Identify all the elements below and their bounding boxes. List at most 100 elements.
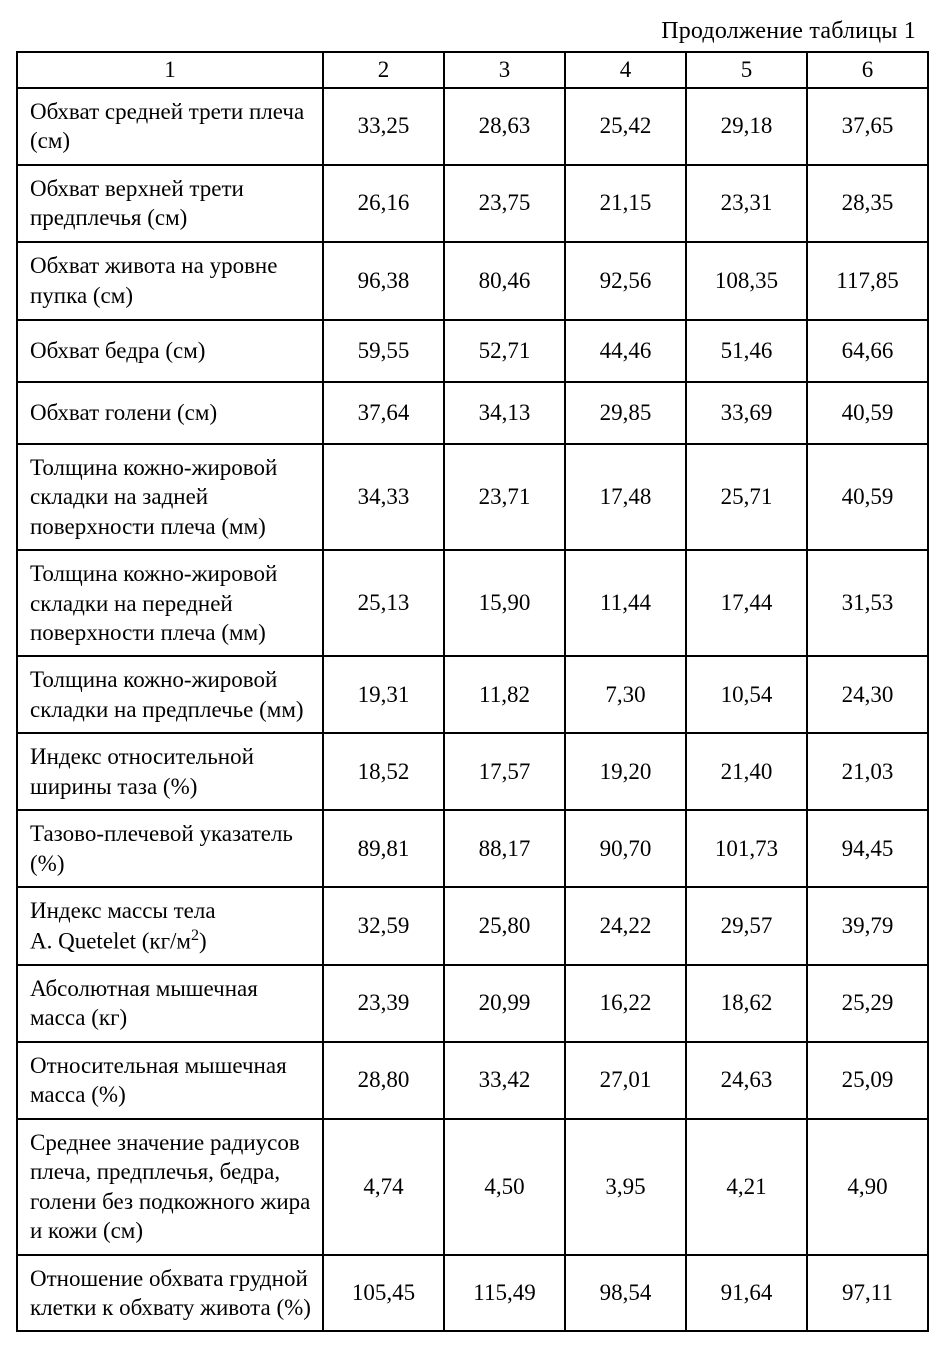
col-header: 6 (807, 52, 928, 88)
col-header: 5 (686, 52, 807, 88)
cell-value: 52,71 (444, 320, 565, 382)
cell-value: 28,80 (323, 1042, 444, 1119)
row-label: Толщина кожно-жировой складки на предпле… (17, 656, 323, 733)
cell-value: 88,17 (444, 810, 565, 887)
cell-value: 20,99 (444, 965, 565, 1042)
cell-value: 89,81 (323, 810, 444, 887)
cell-value: 21,40 (686, 733, 807, 810)
table-row: Обхват живота на уровне пупка (см)96,388… (17, 242, 928, 320)
table-row: Обхват верхней трети предплечья (см)26,1… (17, 165, 928, 242)
table-row: Относительная мышечная масса (%)28,8033,… (17, 1042, 928, 1119)
table-row: Толщина кожно-жировой складки на задней … (17, 444, 928, 550)
cell-value: 92,56 (565, 242, 686, 320)
table-row: Отношение обхвата грудной клетки к обхва… (17, 1255, 928, 1332)
cell-value: 10,54 (686, 656, 807, 733)
col-header: 3 (444, 52, 565, 88)
cell-value: 4,21 (686, 1119, 807, 1255)
cell-value: 96,38 (323, 242, 444, 320)
row-label: Обхват средней трети плеча (см) (17, 88, 323, 165)
cell-value: 90,70 (565, 810, 686, 887)
table-row: Толщина кожно-жировой складки на предпле… (17, 656, 928, 733)
anthropometry-table: 1 2 3 4 5 6 Обхват средней трети плеча (… (16, 51, 929, 1332)
row-label: Относительная мышечная масса (%) (17, 1042, 323, 1119)
table-row: Обхват средней трети плеча (см)33,2528,6… (17, 88, 928, 165)
table-row: Обхват голени (см)37,6434,1329,8533,6940… (17, 382, 928, 444)
row-label: Отношение обхвата грудной клетки к обхва… (17, 1255, 323, 1332)
cell-value: 25,13 (323, 550, 444, 656)
cell-value: 27,01 (565, 1042, 686, 1119)
cell-value: 7,30 (565, 656, 686, 733)
cell-value: 80,46 (444, 242, 565, 320)
cell-value: 33,42 (444, 1042, 565, 1119)
table-caption: Продолжение таблицы 1 (16, 18, 916, 45)
cell-value: 37,65 (807, 88, 928, 165)
cell-value: 19,31 (323, 656, 444, 733)
table-row: Толщина кожно-жировой складки на передне… (17, 550, 928, 656)
cell-value: 29,18 (686, 88, 807, 165)
cell-value: 25,71 (686, 444, 807, 550)
row-label: Толщина кожно-жировой складки на передне… (17, 550, 323, 656)
cell-value: 24,30 (807, 656, 928, 733)
cell-value: 34,33 (323, 444, 444, 550)
table-header-row: 1 2 3 4 5 6 (17, 52, 928, 88)
table-body: Обхват средней трети плеча (см)33,2528,6… (17, 88, 928, 1331)
cell-value: 97,11 (807, 1255, 928, 1332)
cell-value: 25,42 (565, 88, 686, 165)
row-label: Обхват живота на уровне пупка (см) (17, 242, 323, 320)
table-row: Обхват бедра (см)59,5552,7144,4651,4664,… (17, 320, 928, 382)
cell-value: 18,62 (686, 965, 807, 1042)
table-row: Среднее значение радиусов плеча, предпле… (17, 1119, 928, 1255)
row-label: Индекс массы тела A. Quetelet (кг/м2) (17, 887, 323, 965)
cell-value: 28,35 (807, 165, 928, 242)
cell-value: 32,59 (323, 887, 444, 965)
cell-value: 23,39 (323, 965, 444, 1042)
cell-value: 25,09 (807, 1042, 928, 1119)
cell-value: 15,90 (444, 550, 565, 656)
cell-value: 31,53 (807, 550, 928, 656)
cell-value: 37,64 (323, 382, 444, 444)
cell-value: 18,52 (323, 733, 444, 810)
cell-value: 4,90 (807, 1119, 928, 1255)
row-label: Обхват бедра (см) (17, 320, 323, 382)
cell-value: 117,85 (807, 242, 928, 320)
cell-value: 23,71 (444, 444, 565, 550)
cell-value: 4,74 (323, 1119, 444, 1255)
cell-value: 40,59 (807, 444, 928, 550)
row-label: Обхват голени (см) (17, 382, 323, 444)
row-label: Толщина кожно-жировой складки на задней … (17, 444, 323, 550)
cell-value: 94,45 (807, 810, 928, 887)
cell-value: 21,03 (807, 733, 928, 810)
cell-value: 28,63 (444, 88, 565, 165)
table-row: Индекс относительной ширины таза (%)18,5… (17, 733, 928, 810)
cell-value: 4,50 (444, 1119, 565, 1255)
col-header: 1 (17, 52, 323, 88)
cell-value: 59,55 (323, 320, 444, 382)
table-row: Тазово-плечевой указатель (%)89,8188,179… (17, 810, 928, 887)
cell-value: 26,16 (323, 165, 444, 242)
cell-value: 101,73 (686, 810, 807, 887)
cell-value: 44,46 (565, 320, 686, 382)
cell-value: 39,79 (807, 887, 928, 965)
cell-value: 17,44 (686, 550, 807, 656)
cell-value: 19,20 (565, 733, 686, 810)
cell-value: 33,69 (686, 382, 807, 444)
cell-value: 34,13 (444, 382, 565, 444)
row-label: Среднее значение радиусов плеча, предпле… (17, 1119, 323, 1255)
cell-value: 17,57 (444, 733, 565, 810)
row-label: Обхват верхней трети предплечья (см) (17, 165, 323, 242)
cell-value: 16,22 (565, 965, 686, 1042)
cell-value: 51,46 (686, 320, 807, 382)
cell-value: 24,63 (686, 1042, 807, 1119)
cell-value: 25,80 (444, 887, 565, 965)
cell-value: 115,49 (444, 1255, 565, 1332)
row-label: Абсолютная мышечная масса (кг) (17, 965, 323, 1042)
row-label: Тазово-плечевой указатель (%) (17, 810, 323, 887)
table-row: Абсолютная мышечная масса (кг)23,3920,99… (17, 965, 928, 1042)
cell-value: 108,35 (686, 242, 807, 320)
cell-value: 40,59 (807, 382, 928, 444)
cell-value: 29,85 (565, 382, 686, 444)
cell-value: 91,64 (686, 1255, 807, 1332)
cell-value: 11,82 (444, 656, 565, 733)
cell-value: 3,95 (565, 1119, 686, 1255)
col-header: 4 (565, 52, 686, 88)
